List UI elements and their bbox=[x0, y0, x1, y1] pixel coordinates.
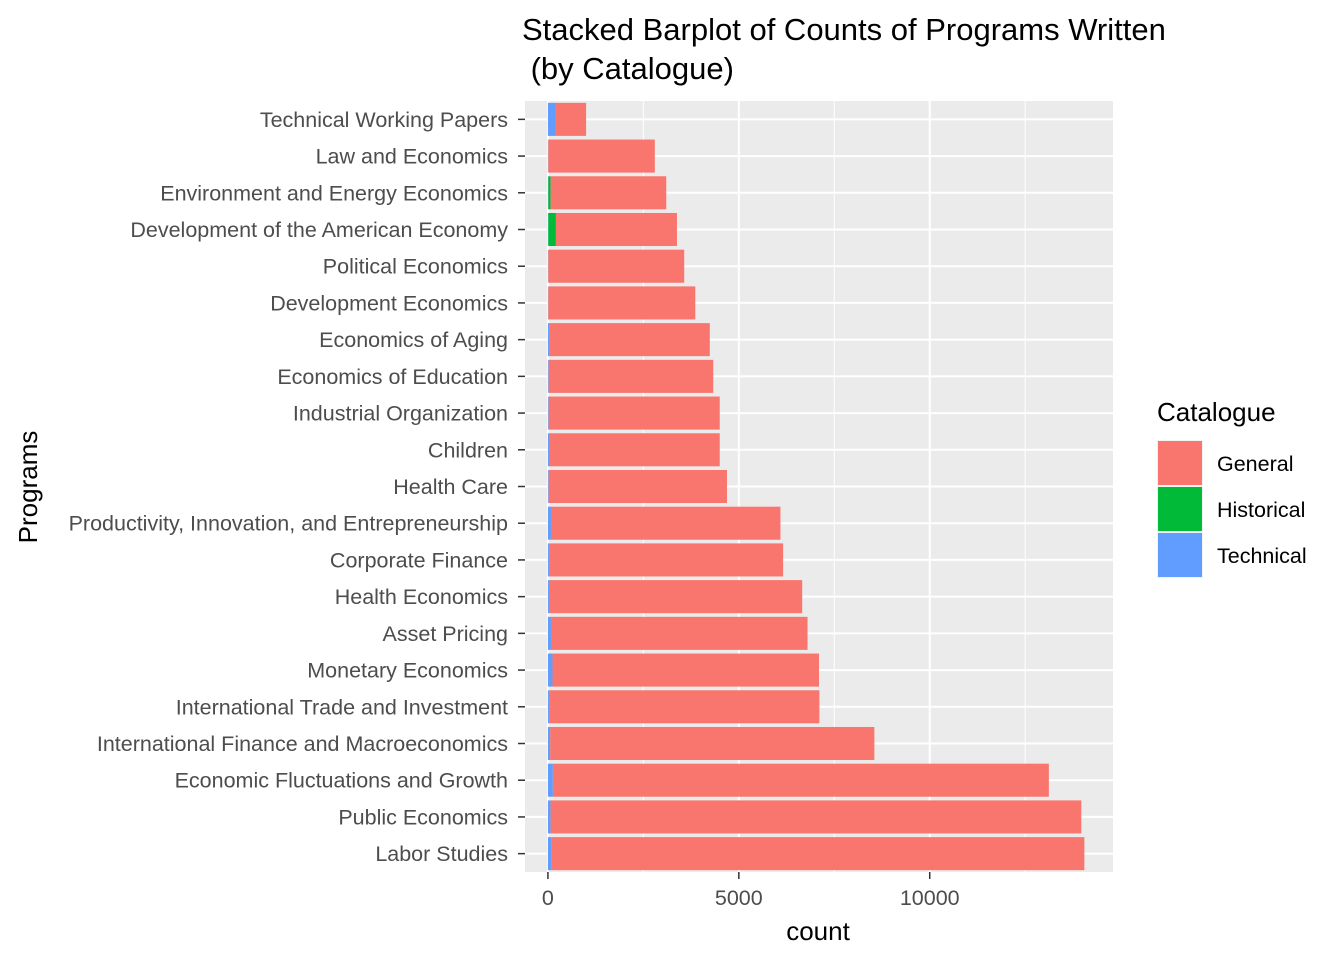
bar-general bbox=[549, 690, 820, 724]
bar-technical bbox=[547, 433, 550, 467]
bar-technical bbox=[547, 726, 551, 761]
bar-technical bbox=[547, 543, 550, 577]
bar-technical bbox=[547, 323, 550, 357]
bar-general bbox=[548, 249, 685, 283]
bar-general bbox=[552, 653, 819, 687]
category-label: Health Care bbox=[393, 475, 508, 499]
bar-technical bbox=[547, 396, 549, 430]
category-label: Political Economics bbox=[323, 255, 508, 279]
category-label: Children bbox=[428, 438, 508, 462]
category-label: Industrial Organization bbox=[293, 402, 508, 426]
bar-general bbox=[549, 543, 784, 577]
bar-technical bbox=[547, 616, 551, 650]
category-label: Productivity, Innovation, and Entreprene… bbox=[69, 512, 508, 536]
category-label: International Finance and Macroeconomics bbox=[97, 732, 508, 756]
legend-title: Catalogue bbox=[1157, 397, 1276, 427]
bar-general bbox=[548, 359, 714, 393]
x-tick-label: 10000 bbox=[900, 886, 960, 910]
category-label: Public Economics bbox=[338, 805, 508, 829]
bar-general bbox=[549, 433, 720, 467]
category-label: Economic Fluctuations and Growth bbox=[175, 769, 508, 793]
category-label: Labor Studies bbox=[375, 842, 508, 866]
bar-technical bbox=[547, 763, 553, 797]
chart-title-line-1: Stacked Barplot of Counts of Programs Wr… bbox=[522, 12, 1166, 47]
bar-general bbox=[555, 212, 677, 247]
chart-title-line-2: (by Catalogue) bbox=[522, 51, 734, 86]
bar-technical bbox=[547, 506, 551, 540]
bar-general bbox=[552, 763, 1049, 797]
y-axis-title: Programs bbox=[13, 431, 43, 544]
x-tick-label: 5000 bbox=[715, 886, 763, 910]
bar-general bbox=[550, 176, 667, 210]
bar-technical bbox=[547, 800, 551, 834]
bar-general bbox=[550, 506, 781, 540]
category-label: Monetary Economics bbox=[307, 659, 508, 683]
category-label: Development of the American Economy bbox=[130, 218, 508, 242]
category-labels: Technical Working Papers Law and Economic… bbox=[69, 108, 525, 866]
legend-label: Historical bbox=[1217, 498, 1305, 522]
bar-general bbox=[550, 726, 875, 761]
bar-general bbox=[550, 800, 1082, 834]
category-label: Health Economics bbox=[335, 585, 508, 609]
bar-historical bbox=[548, 212, 556, 247]
bar-general bbox=[549, 580, 803, 614]
bar-historical bbox=[548, 176, 551, 210]
bar-technical bbox=[547, 653, 553, 687]
category-label: Asset Pricing bbox=[383, 622, 508, 646]
bar-general bbox=[555, 102, 587, 136]
bar-technical bbox=[547, 359, 549, 393]
legend-swatch-historical bbox=[1158, 487, 1202, 531]
bar-technical bbox=[547, 469, 549, 504]
category-label: Technical Working Papers bbox=[260, 108, 508, 132]
bar-technical bbox=[547, 102, 556, 136]
x-axis-ticks: 0 5000 10000 bbox=[542, 872, 960, 910]
bars bbox=[547, 102, 1085, 871]
legend-label: Technical bbox=[1217, 544, 1307, 568]
bar-technical bbox=[547, 837, 552, 871]
category-label: Economics of Education bbox=[277, 365, 508, 389]
x-tick-label: 0 bbox=[542, 886, 554, 910]
bar-general bbox=[551, 837, 1085, 871]
category-label: Development Economics bbox=[270, 291, 508, 315]
bar-general bbox=[548, 396, 720, 430]
bar-general bbox=[548, 139, 655, 173]
legend-label: General bbox=[1217, 452, 1294, 476]
bar-technical bbox=[547, 690, 550, 724]
bar-general bbox=[549, 323, 710, 357]
category-label: Environment and Energy Economics bbox=[160, 181, 508, 205]
category-label: Law and Economics bbox=[316, 145, 508, 169]
bar-general bbox=[548, 286, 696, 320]
x-axis-title: count bbox=[786, 916, 850, 946]
chart-title: Stacked Barplot of Counts of Programs Wr… bbox=[522, 12, 1174, 86]
legend-swatch-technical bbox=[1158, 533, 1202, 577]
category-label: Corporate Finance bbox=[330, 548, 508, 572]
category-label: Economics of Aging bbox=[319, 328, 508, 352]
bar-technical bbox=[547, 580, 550, 614]
bar-general bbox=[550, 616, 808, 650]
category-label: International Trade and Investment bbox=[176, 695, 508, 719]
bar-general bbox=[548, 469, 727, 504]
legend-swatch-general bbox=[1158, 441, 1202, 485]
legend: Catalogue General Historical Technical bbox=[1157, 397, 1307, 578]
